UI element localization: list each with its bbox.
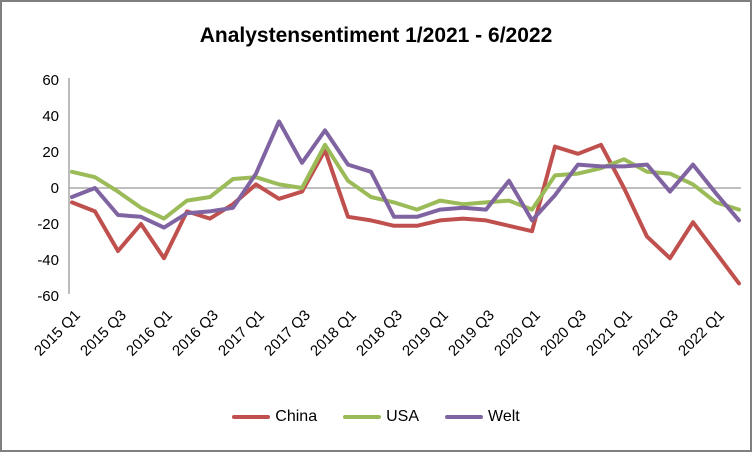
x-tick-label: 2016 Q3 — [169, 307, 222, 360]
legend-swatch-welt — [445, 415, 483, 419]
legend-item-welt: Welt — [445, 408, 520, 426]
series-line-china — [70, 142, 741, 286]
y-tick-label: 0 — [51, 180, 59, 197]
x-tick-label: 2021 Q1 — [583, 307, 636, 360]
x-tick-label: 2018 Q1 — [307, 307, 360, 360]
y-tick-label: 60 — [42, 72, 59, 89]
x-tick-label: 2015 Q1 — [31, 307, 84, 360]
x-tick-label: 2021 Q3 — [629, 307, 682, 360]
y-tick-label: 20 — [42, 144, 59, 161]
x-tick-label: 2018 Q3 — [353, 307, 406, 360]
x-tick-label: 2015 Q3 — [77, 307, 130, 360]
x-tick-label: 2020 Q1 — [491, 307, 544, 360]
x-tick-label: 2017 Q1 — [215, 307, 268, 360]
chart-title: Analystensentiment 1/2021 - 6/2022 — [199, 24, 553, 47]
chart-legend: China USA Welt — [2, 408, 750, 426]
x-tick-label: 2019 Q3 — [445, 307, 498, 360]
y-tick-label: -60 — [37, 288, 59, 305]
x-tick-label: 2022 Q1 — [675, 307, 728, 360]
series-line-usa — [70, 142, 741, 221]
y-tick-label: -40 — [37, 252, 59, 269]
x-tick-label: 2016 Q1 — [123, 307, 176, 360]
legend-item-china: China — [232, 408, 317, 426]
series-line-welt — [70, 119, 741, 230]
y-tick-label: 40 — [42, 108, 59, 125]
legend-swatch-china — [232, 415, 271, 419]
x-tick-label: 2017 Q3 — [261, 307, 314, 360]
legend-label-china: China — [275, 408, 318, 425]
x-tick-label: 2020 Q3 — [537, 307, 590, 360]
x-tick-label: 2019 Q1 — [399, 307, 452, 360]
legend-item-usa: USA — [343, 408, 419, 426]
legend-label-usa: USA — [386, 408, 419, 425]
y-tick-label: -20 — [37, 216, 59, 233]
legend-label-welt: Welt — [488, 408, 520, 425]
legend-swatch-usa — [343, 415, 382, 419]
